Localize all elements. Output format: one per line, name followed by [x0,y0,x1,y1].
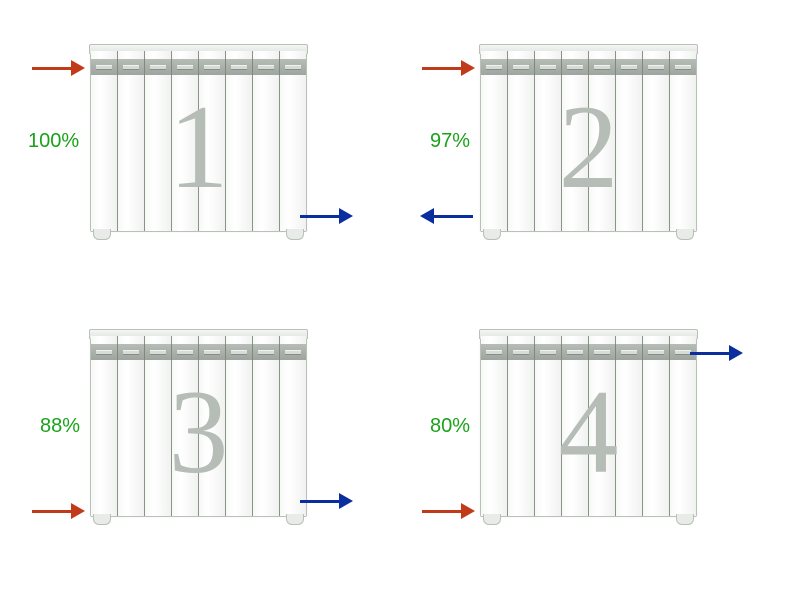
radiator-header-band [481,344,696,360]
radiator-header-band [481,59,696,75]
radiator-1: 1 [90,50,307,232]
inlet-arrow-icon [422,60,475,76]
radiator-header-band [91,59,306,75]
efficiency-label: 100% [28,130,79,153]
radiator-3: 3 [90,335,307,517]
efficiency-label: 97% [430,130,470,153]
panel-1: 1 100% [30,40,380,275]
outlet-arrow-icon [300,493,353,509]
panel-2: 2 97% [420,40,770,275]
inlet-arrow-icon [32,503,85,519]
radiator-header-band [91,344,306,360]
outlet-arrow-icon [300,208,353,224]
radiator-foot-left [93,229,111,240]
radiator-foot-right [286,514,304,525]
efficiency-label: 88% [40,415,80,438]
radiator-4: 4 [480,335,697,517]
inlet-arrow-icon [32,60,85,76]
efficiency-label: 80% [430,415,470,438]
inlet-arrow-icon [422,503,475,519]
radiator-foot-right [676,514,694,525]
panel-3: 3 88% [30,325,380,560]
radiator-foot-left [483,229,501,240]
diagram-grid: 1 100% 2 97% [0,0,800,600]
outlet-arrow-icon [690,345,743,361]
radiator-foot-right [286,229,304,240]
radiator-sections [481,336,696,516]
panel-4: 4 80% [420,325,770,560]
radiator-2: 2 [480,50,697,232]
radiator-foot-left [93,514,111,525]
radiator-foot-left [483,514,501,525]
outlet-arrow-icon [420,208,473,224]
radiator-sections [91,336,306,516]
radiator-foot-right [676,229,694,240]
radiator-sections [481,51,696,231]
radiator-sections [91,51,306,231]
